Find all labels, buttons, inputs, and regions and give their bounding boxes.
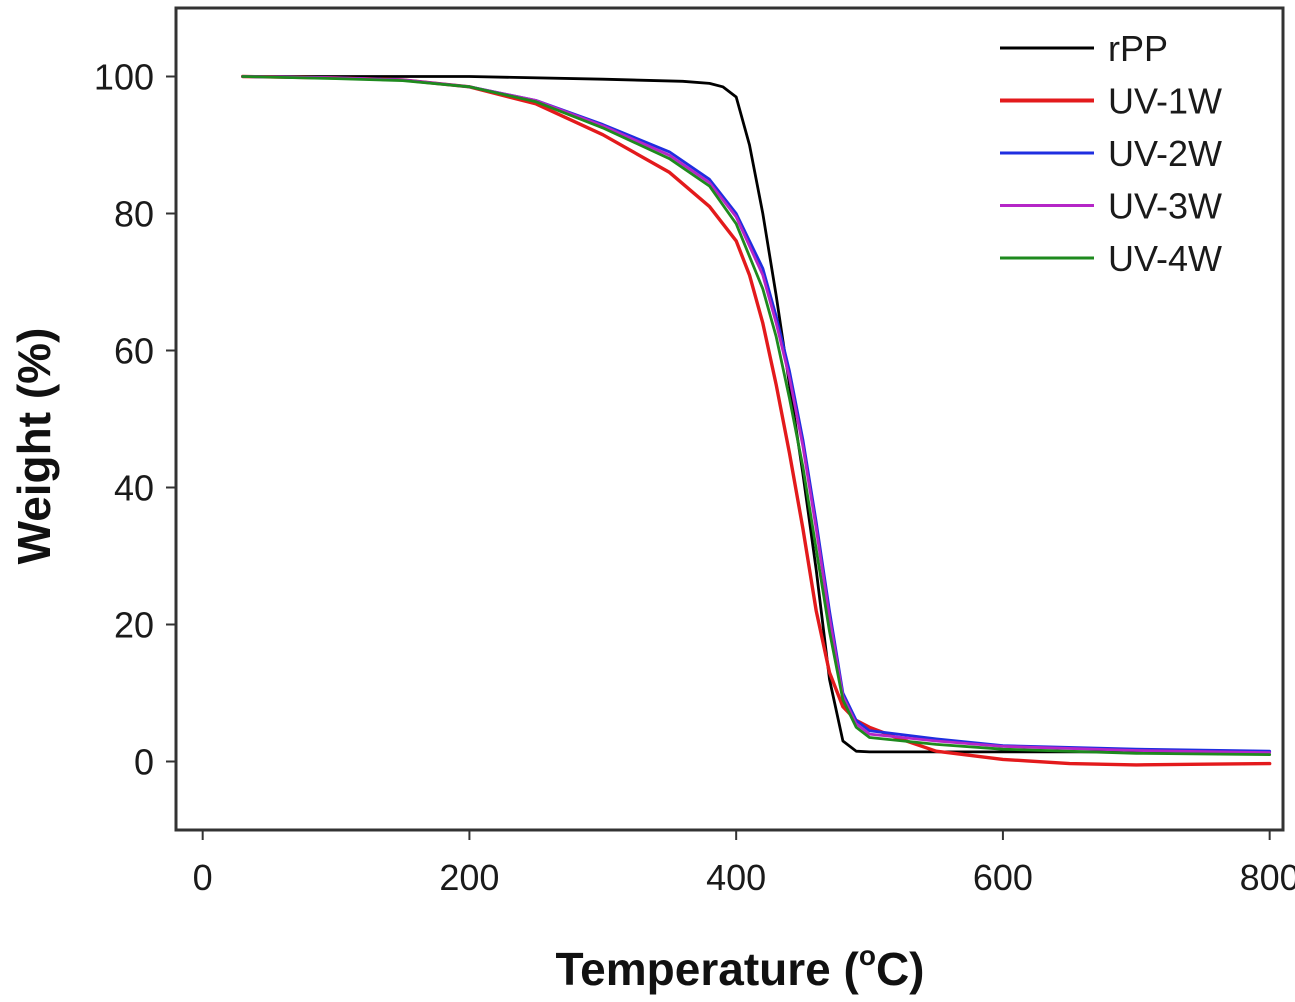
legend-label-uv-2w: UV-2W	[1108, 133, 1222, 174]
series-line-uv-4w	[241, 75, 1272, 756]
x-tick-label: 400	[706, 857, 766, 898]
x-axis: 0 200 400 600 800	[193, 830, 1295, 898]
x-tick-label: 600	[973, 857, 1033, 898]
x-axis-title-degree: o	[859, 940, 876, 971]
series-layer	[241, 74, 1272, 767]
legend-label-uv-4w: UV-4W	[1108, 238, 1222, 279]
x-tick-label: 200	[439, 857, 499, 898]
y-tick-label: 40	[114, 468, 154, 509]
y-tick-label: 100	[94, 57, 154, 98]
plot-frame	[174, 6, 1285, 832]
legend-label-uv-3w: UV-3W	[1108, 186, 1222, 227]
y-axis-title: Weight (%)	[8, 328, 60, 565]
legend-label-uv-1w: UV-1W	[1108, 81, 1222, 122]
y-tick-label: 0	[134, 742, 154, 783]
x-axis-title: Temperature (oC)	[556, 940, 925, 995]
legend-label-rpp: rPP	[1108, 28, 1168, 69]
x-axis-title-main: Temperature (	[556, 943, 860, 995]
x-tick-label: 0	[193, 857, 213, 898]
x-axis-title-unit: C)	[876, 943, 925, 995]
x-tick-label: 800	[1240, 857, 1295, 898]
y-tick-label: 80	[114, 194, 154, 235]
y-axis: 0 20 40 60 80 100	[94, 57, 176, 783]
series-line-rpp	[241, 75, 1272, 754]
y-tick-label: 60	[114, 331, 154, 372]
y-tick-label: 20	[114, 605, 154, 646]
legend: rPP UV-1W UV-2W UV-3W UV-4W	[1000, 28, 1222, 279]
series-line-uv-1w	[241, 74, 1272, 767]
